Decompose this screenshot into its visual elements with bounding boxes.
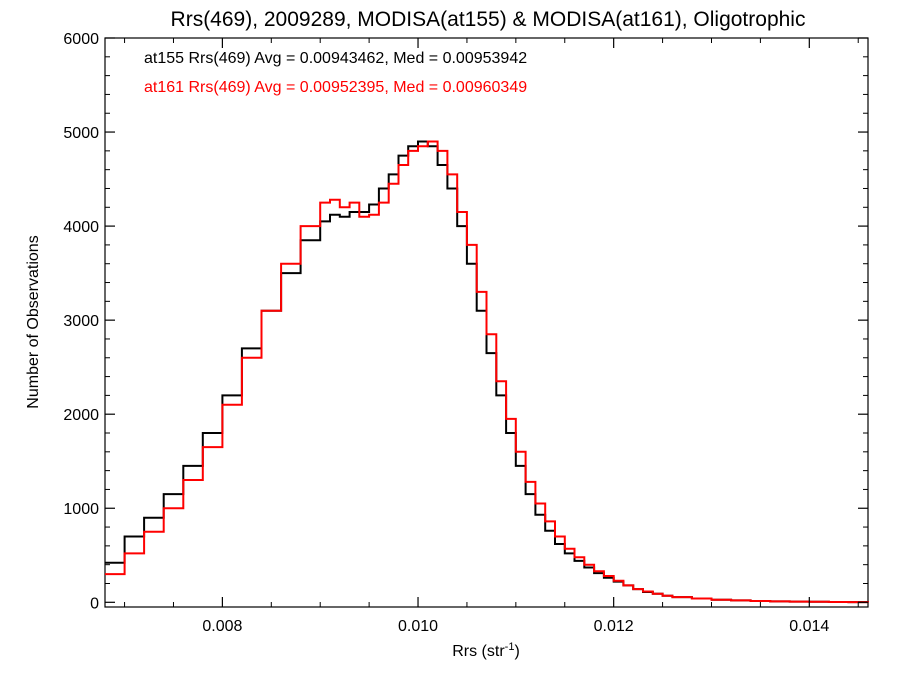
series-line-at155 [105,140,869,604]
y-tick-label: 3000 [63,313,99,330]
x-axis-label-end: ) [514,643,519,660]
y-tick-label: 2000 [63,407,99,424]
y-tick-label: 5000 [63,125,99,142]
y-axis-label: Number of Observations [25,235,42,408]
x-tick-label: 0.008 [202,618,242,635]
x-tick-label: 0.014 [789,618,829,635]
series-line-at161 [105,140,869,604]
y-tick-label: 0 [90,595,99,612]
y-tick-label: 6000 [63,31,99,48]
x-axis-label: Rrs (str-1) [452,641,520,660]
y-tick-label: 1000 [63,501,99,518]
y-tick-label: 4000 [63,219,99,236]
x-axis-label-main: Rrs (str [452,643,505,660]
chart-title: Rrs(469), 2009289, MODISA(at155) & MODIS… [171,8,806,31]
x-axis-label-superscript: -1 [505,641,515,653]
series-annotation-at155: at155 Rrs(469) Avg = 0.00943462, Med = 0… [144,50,527,67]
plot-frame [104,37,869,608]
x-tick-label: 0.012 [594,618,634,635]
x-tick-label: 0.010 [398,618,438,635]
series-annotation-at161: at161 Rrs(469) Avg = 0.00952395, Med = 0… [144,79,527,96]
